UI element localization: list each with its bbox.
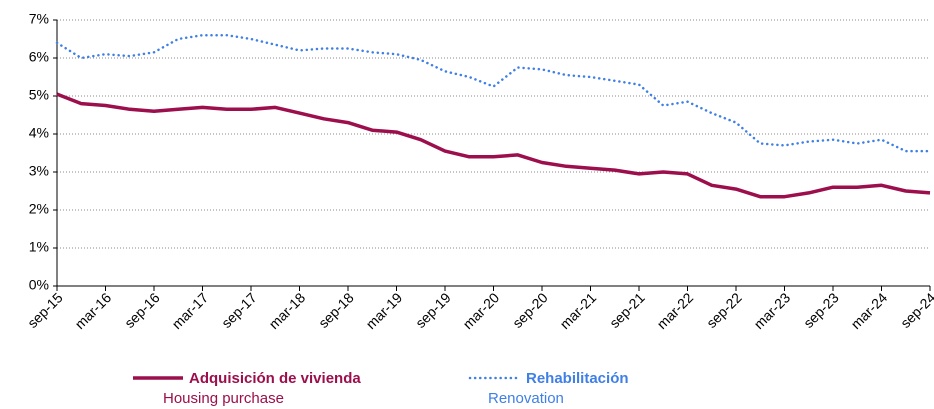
series-line — [55, 33, 932, 153]
x-tick-label: mar-18 — [266, 289, 309, 332]
x-tick-label: sep-21 — [606, 289, 648, 331]
legend-label: Adquisición de vivienda — [189, 370, 361, 387]
x-tick-label: mar-17 — [169, 289, 212, 332]
x-tick-label: mar-19 — [363, 289, 406, 332]
legend-subtitle: Renovation — [488, 390, 564, 407]
x-tick-label: sep-15 — [24, 289, 66, 331]
legend-label: Rehabilitación — [526, 370, 629, 387]
y-tick-label: 6% — [29, 49, 49, 65]
x-tick-label: sep-19 — [412, 289, 454, 331]
y-tick-label: 1% — [29, 239, 49, 255]
x-tick-label: mar-16 — [72, 289, 115, 332]
x-tick-label: mar-23 — [751, 289, 794, 332]
x-tick-label: sep-23 — [800, 289, 842, 331]
y-tick-label: 4% — [29, 125, 49, 141]
x-tick-label: mar-21 — [557, 289, 600, 332]
x-tick-label: mar-20 — [460, 289, 503, 332]
y-tick-label: 5% — [29, 87, 49, 103]
x-tick-label: mar-24 — [848, 289, 891, 332]
y-tick-label: 0% — [29, 277, 49, 293]
x-tick-label: sep-24 — [897, 289, 934, 331]
y-tick-label: 7% — [29, 11, 49, 27]
y-tick-label: 2% — [29, 201, 49, 217]
x-tick-label: sep-16 — [121, 289, 163, 331]
x-tick-label: sep-18 — [315, 289, 357, 331]
y-tick-label: 3% — [29, 163, 49, 179]
x-tick-label: sep-20 — [509, 289, 551, 331]
series-line — [56, 92, 931, 199]
x-tick-label: sep-17 — [218, 289, 260, 331]
legend-subtitle: Housing purchase — [163, 390, 284, 407]
x-tick-label: sep-22 — [703, 289, 745, 331]
x-tick-label: mar-22 — [654, 289, 697, 332]
